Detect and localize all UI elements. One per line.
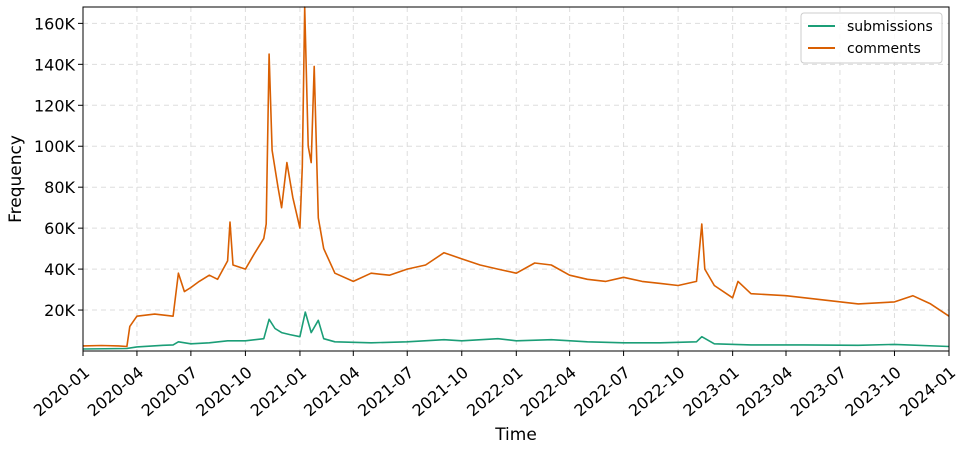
x-tick-label: 2023-04: [733, 363, 796, 421]
y-tick-label: 20K: [44, 301, 75, 320]
legend-box: [800, 12, 943, 64]
series-layer: [82, 6, 950, 350]
x-tick-label: 2021-01: [247, 363, 310, 421]
x-tick-label: 2023-10: [841, 363, 904, 421]
x-tick-label: 2023-07: [787, 363, 850, 421]
y-tick-label: 60K: [44, 219, 75, 238]
y-tick-label: 80K: [44, 178, 75, 197]
x-tick-label: 2021-07: [354, 363, 417, 421]
y-tick-label: 140K: [34, 55, 76, 74]
x-tick-label: 2021-10: [409, 363, 472, 421]
legend-label-submissions: submissions: [847, 19, 933, 35]
x-tick-label: 2021-04: [300, 363, 363, 421]
series-line-submissions: [82, 311, 950, 350]
series-line-comments: [82, 6, 950, 348]
x-axis: 2020-012020-042020-072020-102021-012021-…: [30, 351, 959, 420]
x-axis-label: Time: [494, 425, 537, 445]
y-tick-label: 100K: [34, 137, 76, 156]
x-tick-label: 2022-01: [463, 363, 526, 421]
x-tick-label: 2022-10: [625, 363, 688, 421]
legend-label-comments: comments: [847, 41, 921, 57]
x-tick-label: 2020-10: [192, 363, 255, 421]
x-tick-label: 2023-01: [680, 363, 743, 421]
x-tick-label: 2022-07: [570, 363, 633, 421]
x-tick-label: 2020-01: [30, 363, 93, 421]
y-tick-label: 40K: [44, 260, 75, 279]
x-tick-label: 2020-04: [84, 363, 147, 421]
x-tick-label: 2024-01: [896, 363, 959, 421]
x-tick-label: 2020-07: [138, 363, 201, 421]
x-tick-label: 2022-04: [516, 363, 579, 421]
y-axis: 20K 40K 60K 80K 100K 120K 140K 160K: [34, 14, 83, 320]
y-axis-label: Frequency: [6, 135, 26, 223]
y-tick-label: 120K: [34, 96, 76, 115]
legend: submissions comments: [800, 12, 943, 64]
y-tick-label: 160K: [34, 14, 76, 33]
